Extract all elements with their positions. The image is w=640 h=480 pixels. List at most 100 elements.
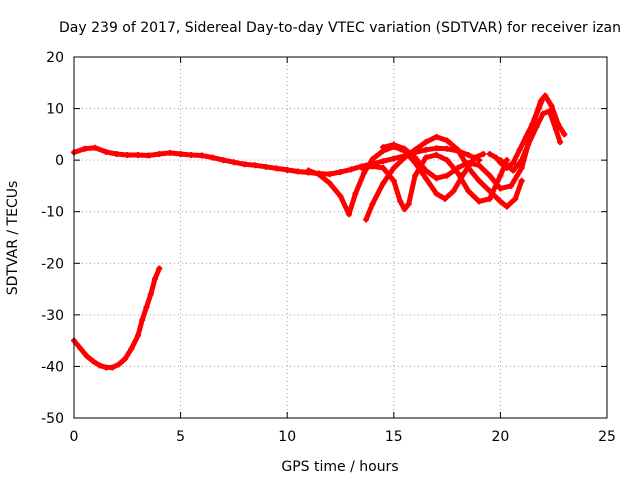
x-tick-label-0: 0 [70, 429, 79, 445]
data-point-arc-wave-a-17 [471, 154, 478, 161]
data-point-arc-wave-c-9 [454, 146, 461, 153]
data-point-arc-main-37 [465, 151, 472, 158]
data-point-arc-wave-f-5 [516, 146, 523, 153]
data-point-arc-wave-b-3 [390, 177, 397, 184]
data-point-arc-main-2 [92, 144, 99, 151]
data-points-layer [71, 92, 568, 371]
series-arc-early [71, 265, 163, 371]
data-point-arc-wave-b-15 [497, 172, 504, 179]
data-point-arc-main-5 [124, 151, 131, 158]
data-point-arc-wave-c-10 [465, 164, 472, 171]
series-arc-wave-c [363, 133, 525, 223]
y-tick-label--20: -20 [41, 256, 64, 272]
data-point-arc-main-15 [230, 159, 237, 166]
data-point-arc-wave-a-3 [337, 193, 344, 200]
data-point-arc-main-1 [81, 145, 88, 152]
data-point-arc-wave-e-6 [540, 110, 547, 117]
data-point-arc-wave-d-3 [412, 154, 419, 161]
data-point-arc-main-25 [337, 169, 344, 176]
x-tick-label-25: 25 [598, 429, 616, 445]
series-trace-arc-wave-f [487, 95, 546, 171]
data-point-arc-early-7 [115, 361, 122, 368]
data-point-arc-wave-b-9 [433, 151, 440, 158]
grid-lines [74, 57, 607, 418]
data-point-arc-wave-d-6 [444, 172, 451, 179]
data-point-arc-wave-f-9 [540, 95, 547, 102]
y-tick-label-20: 20 [46, 50, 64, 66]
data-point-arc-main-20 [284, 166, 291, 173]
data-point-arc-main-13 [209, 154, 216, 161]
y-tick-label--10: -10 [41, 205, 64, 221]
data-point-arc-wave-d-8 [465, 159, 472, 166]
y-tick-label-0: 0 [55, 153, 64, 169]
data-point-arc-early-15 [156, 265, 163, 272]
data-point-arc-wave-b-13 [476, 198, 483, 205]
data-point-arc-main-33 [422, 146, 429, 153]
x-tick-label-5: 5 [176, 429, 185, 445]
data-point-arc-wave-d-10 [486, 172, 493, 179]
chart-title: Day 239 of 2017, Sidereal Day-to-day VTE… [59, 20, 621, 36]
data-point-arc-wave-a-16 [461, 170, 468, 177]
data-point-arc-main-14 [220, 157, 227, 164]
data-point-arc-wave-d-0 [380, 144, 387, 151]
x-axis-label: GPS time / hours [281, 459, 398, 475]
data-point-arc-wave-c-13 [497, 198, 504, 205]
data-point-arc-early-11 [139, 317, 146, 324]
data-point-arc-wave-b-12 [465, 188, 472, 195]
axis-ticks: 0 5 10 15 20 25 -50 -40 -30 -20 -10 0 10 20 [41, 50, 616, 445]
data-point-arc-main-24 [326, 171, 333, 178]
data-point-arc-wave-f-1 [493, 154, 500, 161]
data-point-arc-wave-b-14 [486, 195, 493, 202]
data-point-arc-wave-a-6 [360, 170, 367, 177]
series-arc-wave-e [497, 108, 564, 174]
data-point-arc-wave-d-12 [508, 182, 515, 189]
data-point-arc-early-8 [122, 355, 129, 362]
data-point-arc-wave-f-4 [510, 159, 517, 166]
data-point-arc-early-14 [152, 275, 159, 282]
x-tick-label-20: 20 [491, 429, 509, 445]
data-point-arc-early-2 [83, 353, 90, 360]
data-point-arc-wave-c-15 [512, 195, 519, 202]
data-point-arc-main-6 [134, 151, 141, 158]
data-point-arc-main-7 [145, 152, 152, 159]
data-point-arc-wave-c-7 [433, 133, 440, 140]
data-point-arc-wave-c-4 [401, 154, 408, 161]
y-tick-label--30: -30 [41, 308, 64, 324]
data-point-arc-main-9 [166, 149, 173, 156]
data-point-arc-early-5 [102, 364, 109, 371]
data-point-arc-wave-d-5 [433, 175, 440, 182]
data-point-arc-main-11 [188, 151, 195, 158]
series-trace-arc-wave-e [497, 108, 563, 173]
y-tick-label--40: -40 [41, 359, 64, 375]
data-point-arc-wave-d-20 [561, 131, 568, 138]
data-point-arc-wave-e-9 [557, 139, 564, 146]
y-tick-label-10: 10 [46, 102, 64, 118]
data-point-arc-main-17 [252, 162, 259, 169]
data-point-arc-wave-b-10 [444, 157, 451, 164]
data-point-arc-wave-c-2 [380, 180, 387, 187]
data-point-arc-wave-c-8 [444, 137, 451, 144]
data-point-arc-main-3 [102, 148, 109, 155]
data-point-arc-wave-e-2 [510, 167, 517, 174]
data-point-arc-wave-c-14 [503, 203, 510, 210]
data-point-arc-wave-b-11 [454, 170, 461, 177]
data-point-arc-wave-f-7 [529, 121, 536, 128]
data-point-arc-wave-a-18 [480, 150, 487, 157]
plot-frame [73, 56, 608, 419]
data-point-arc-wave-b-4 [397, 198, 404, 205]
data-point-arc-wave-a-1 [316, 171, 323, 178]
data-point-arc-early-1 [77, 345, 84, 352]
data-point-arc-wave-b-1 [369, 163, 376, 170]
data-point-arc-wave-f-2 [497, 159, 504, 166]
data-point-arc-wave-d-4 [422, 167, 429, 174]
data-point-arc-main-8 [156, 150, 163, 157]
data-point-arc-wave-c-16 [518, 177, 525, 184]
data-point-arc-main-30 [390, 155, 397, 162]
data-point-arc-wave-b-2 [380, 164, 387, 171]
series-trace-arc-early [71, 265, 162, 370]
data-point-arc-main-18 [262, 163, 269, 170]
data-point-arc-early-9 [128, 345, 135, 352]
data-point-arc-wave-d-13 [518, 164, 525, 171]
series-arc-wave-f [486, 95, 547, 171]
data-point-arc-main-19 [273, 165, 280, 172]
